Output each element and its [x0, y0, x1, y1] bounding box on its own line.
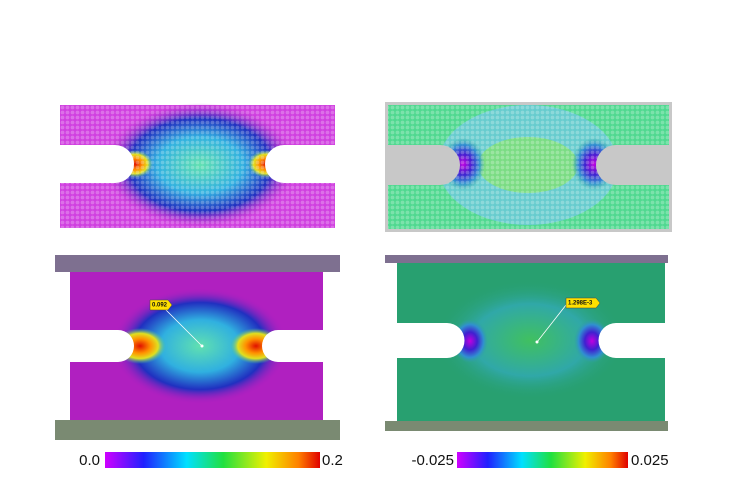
- colorbar: [457, 452, 628, 468]
- field-panel-right: 1.298E-3: [385, 255, 672, 431]
- annotation: 0.092: [152, 303, 168, 309]
- particle-panel-left: [55, 103, 340, 228]
- colorbar-max: 0.2: [322, 452, 343, 469]
- colorbar-min: -0.025: [411, 452, 454, 469]
- field-panel-left: 0.092: [55, 255, 340, 440]
- colorbar: [105, 452, 320, 468]
- colorbar-max: 0.025: [631, 452, 669, 469]
- annotation: 1.298E-3: [568, 301, 593, 307]
- particle-panel-right: [385, 102, 672, 232]
- colorbar-right: -0.025 0.025: [411, 452, 668, 469]
- colorbar-min: 0.0: [79, 452, 100, 469]
- colorbar-left: 0.0 0.2: [79, 452, 343, 469]
